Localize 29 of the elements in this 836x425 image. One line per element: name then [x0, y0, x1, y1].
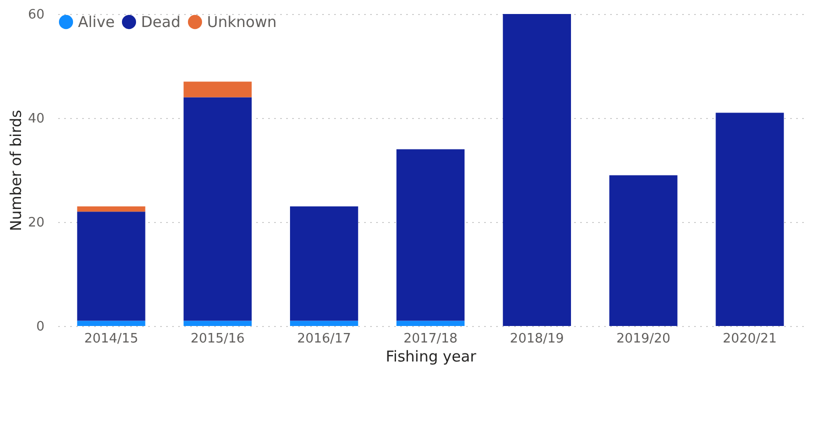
legend-label: Dead	[141, 13, 180, 31]
bar	[502, 14, 571, 326]
y-tick-label: 0	[36, 320, 44, 334]
x-tick-label: 2019/20	[616, 332, 670, 346]
y-tick-label: 60	[28, 8, 44, 22]
y-tick-label: 40	[28, 112, 44, 126]
legend-label: Unknown	[207, 13, 277, 31]
x-axis-title: Fishing year	[386, 348, 478, 366]
bar	[396, 149, 465, 321]
bar	[716, 112, 784, 326]
x-tick-label: 2018/19	[510, 332, 564, 346]
bar	[396, 320, 465, 326]
bar	[184, 97, 252, 321]
bar	[609, 175, 678, 326]
x-tick-label: 2014/15	[84, 332, 138, 346]
bar	[77, 206, 146, 212]
bar	[290, 320, 358, 326]
bar	[184, 320, 252, 326]
x-tick-label: 2016/17	[297, 332, 352, 346]
bar	[77, 212, 146, 321]
y-tick-label: 20	[28, 216, 44, 230]
bar	[184, 82, 252, 98]
legend-label: Alive	[78, 13, 115, 31]
y-axis-title: Number of birds	[6, 110, 25, 232]
x-tick-label: 2020/21	[722, 332, 777, 346]
bar	[290, 206, 358, 321]
bar	[77, 320, 146, 326]
x-tick-label: 2015/16	[190, 332, 245, 346]
x-tick-label: 2017/18	[403, 332, 458, 346]
